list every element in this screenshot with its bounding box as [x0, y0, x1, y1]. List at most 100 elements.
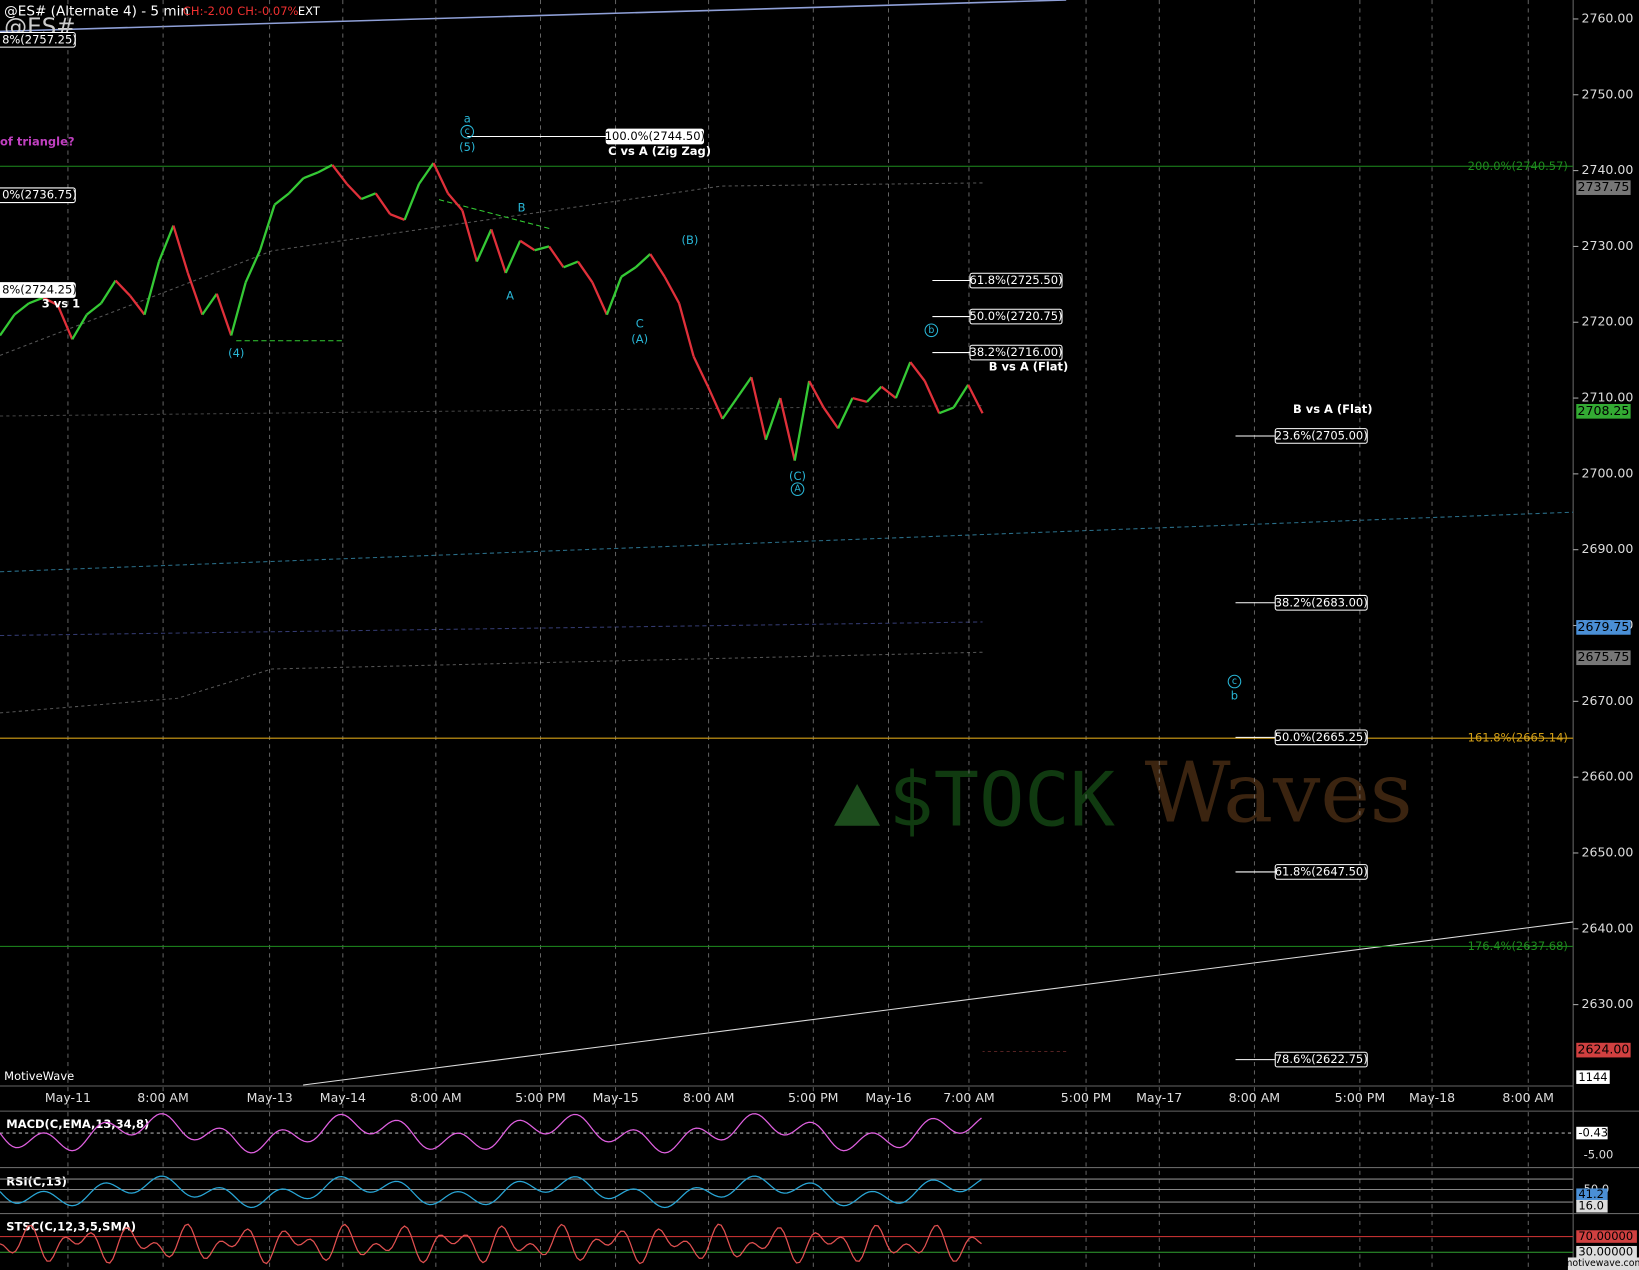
price-segment [418, 162, 435, 185]
fib-label: 61.8%(2725.50) [970, 273, 1063, 287]
indicator-box [1576, 1188, 1608, 1202]
price-segment [71, 314, 88, 340]
wave-label: b [1231, 689, 1238, 703]
price-segment [143, 261, 161, 315]
price-segment [952, 384, 970, 409]
footer: motivewave.com [1563, 1258, 1639, 1269]
price-segment [577, 260, 594, 284]
label-box [605, 128, 704, 145]
price-segment [563, 260, 579, 269]
wave-label: (B) [681, 233, 698, 247]
price-box [1576, 180, 1631, 195]
indicator-value: 16.0 [1578, 1199, 1604, 1213]
fib-label: 8%(2724.25) [2, 283, 77, 297]
price-segment [548, 245, 565, 268]
price-segment [706, 386, 724, 420]
x-tick-label: 8:00 AM [410, 1090, 462, 1105]
price-segment [909, 361, 926, 382]
wave-label: C [636, 317, 644, 331]
price-segment [56, 304, 74, 340]
price-segment [85, 302, 102, 316]
note: 3 vs 1 [42, 297, 80, 311]
indicator-value: -5.00 [1584, 1148, 1614, 1162]
wave-label: c [465, 126, 470, 137]
price-segment [635, 253, 652, 269]
wave-circle [924, 323, 939, 338]
fib-label: 78.6%(2622.75) [1275, 1052, 1368, 1066]
y-tick-label: 2700.00 [1582, 465, 1634, 480]
indicator-box [1576, 1230, 1637, 1243]
level-label: 200.0%(2740.57) [1468, 159, 1568, 173]
price-segment [764, 397, 782, 441]
price-segment [663, 276, 681, 304]
price-segment [42, 296, 59, 307]
x-tick-label: 8:00 AM [1229, 1090, 1281, 1105]
fib-label: 8%(2757.25) [2, 32, 77, 46]
label-box [1274, 729, 1368, 746]
price-box-label: 2679.75 [1578, 619, 1630, 634]
y-tick-label: 2730.00 [1582, 238, 1634, 253]
price-segment [692, 355, 710, 388]
y-tick-label: 2720.00 [1582, 314, 1634, 329]
x-tick-label: 5:00 PM [788, 1090, 839, 1105]
watermark-logo [834, 783, 881, 826]
indicator-line [0, 1223, 982, 1265]
fib-label: 100.0%(2744.50) [605, 129, 705, 143]
indicator-line [0, 1175, 982, 1209]
label-box [1274, 1051, 1368, 1068]
volume-box [1576, 1070, 1610, 1084]
price-segment [201, 293, 218, 316]
price-segment [345, 183, 363, 200]
price-segment [13, 302, 30, 316]
indicator-value: 41.2 [1578, 1187, 1604, 1201]
fib-label: 0%(2736.75) [2, 188, 77, 202]
x-tick-label: May-18 [1409, 1090, 1455, 1105]
price-box-label: 2708.25 [1578, 403, 1630, 418]
price-segment [259, 204, 276, 251]
price-box [1576, 650, 1631, 666]
price-segment [100, 279, 117, 304]
indicator-line [0, 1113, 982, 1154]
price-segment [490, 228, 507, 274]
price-segment [519, 239, 536, 252]
indicator-name: MACD(C,EMA,13,34,8) [6, 1117, 149, 1131]
price-segment [822, 406, 840, 430]
price-segment [923, 380, 941, 414]
y-tick-label: 2750.00 [1582, 86, 1634, 101]
price-segment [620, 266, 637, 278]
y-tick-label: 2760.00 [1582, 10, 1634, 25]
y-tick-label: 2660.00 [1582, 769, 1634, 784]
price-segment [157, 225, 175, 263]
label-box [969, 272, 1063, 289]
price-segment [534, 245, 550, 252]
x-tick-label: May-11 [45, 1090, 91, 1105]
title: @ES# (Alternate 4) - 5 min [4, 3, 189, 19]
x-tick-label: May-17 [1136, 1090, 1182, 1105]
wave-label: a [464, 112, 471, 126]
volume-label: 1144 [1578, 1070, 1607, 1084]
x-tick-label: 5:00 PM [1061, 1090, 1112, 1105]
price-segment [303, 171, 319, 180]
wave-label: B [518, 201, 526, 215]
price-box [1576, 404, 1631, 419]
footer-box [1567, 1257, 1639, 1270]
price-segment [808, 380, 825, 409]
fib-label: 23.6%(2705.00) [1275, 428, 1368, 442]
y-tick-label: 2740.00 [1582, 162, 1634, 177]
price-segment [605, 276, 623, 316]
price-segment [504, 240, 522, 274]
price-box-label: 2737.75 [1578, 179, 1630, 194]
price-segment [475, 228, 493, 263]
price-segment [735, 376, 753, 399]
indicator-name: RSI(C,13) [6, 1175, 67, 1189]
platform: MotiveWave [4, 1069, 74, 1083]
price-segment [129, 295, 146, 316]
wave-label: (4) [228, 346, 244, 360]
y-tick-label: 2670.00 [1582, 693, 1634, 708]
wave-label: A [506, 288, 514, 302]
price-segment [447, 192, 464, 212]
price-segment [28, 296, 44, 305]
y-tick-label: 2690.00 [1582, 541, 1634, 556]
label-box [0, 187, 76, 204]
